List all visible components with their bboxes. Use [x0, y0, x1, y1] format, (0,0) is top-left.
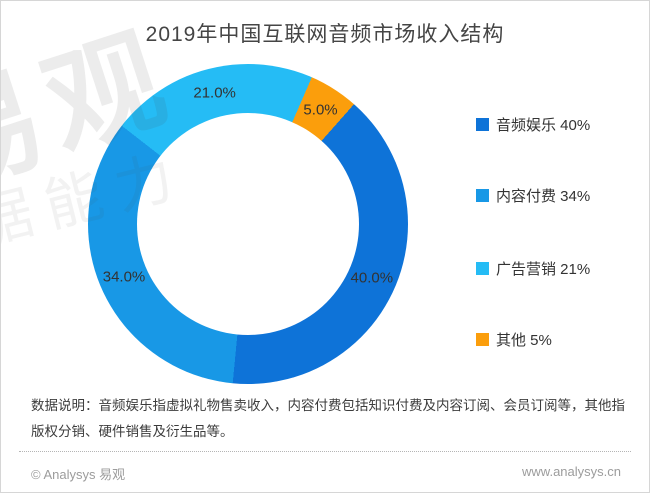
data-note: 数据说明：音频娱乐指虚拟礼物售卖收入，内容付费包括知识付费及内容订阅、会员订阅等…: [31, 398, 625, 439]
slice-label-audio-entertainment: 40.0%: [350, 269, 394, 287]
legend-item-others[interactable]: 其他 5%: [476, 329, 552, 350]
legend-label: 内容付费 34%: [496, 188, 591, 205]
legend-swatch-icon: [476, 189, 489, 202]
legend-swatch-icon: [476, 118, 489, 131]
legend-item-audio-entertainment[interactable]: 音频娱乐 40%: [476, 114, 590, 135]
footer-divider: [19, 451, 631, 452]
donut-chart[interactable]: 40.0% 34.0% 21.0% 5.0%: [88, 64, 408, 384]
legend-swatch-icon: [476, 333, 489, 346]
chart-title: 2019年中国互联网音频市场收入结构: [145, 23, 505, 46]
copyright-text: © Analysys 易观: [31, 467, 126, 482]
slice-label-ad-marketing: 21.0%: [193, 84, 236, 102]
legend-item-ad-marketing[interactable]: 广告营销 21%: [476, 258, 590, 279]
donut-hole: [137, 113, 359, 335]
slice-label-content-payment: 34.0%: [102, 268, 146, 286]
website-link[interactable]: www.analysys.cn: [522, 464, 621, 479]
legend-swatch-icon: [476, 262, 489, 275]
legend-label: 广告营销 21%: [496, 261, 591, 278]
slice-label-others: 5.0%: [303, 101, 338, 119]
legend-label: 音频娱乐 40%: [496, 117, 591, 134]
legend-label: 其他 5%: [496, 332, 552, 349]
legend-item-content-payment[interactable]: 内容付费 34%: [476, 185, 590, 206]
